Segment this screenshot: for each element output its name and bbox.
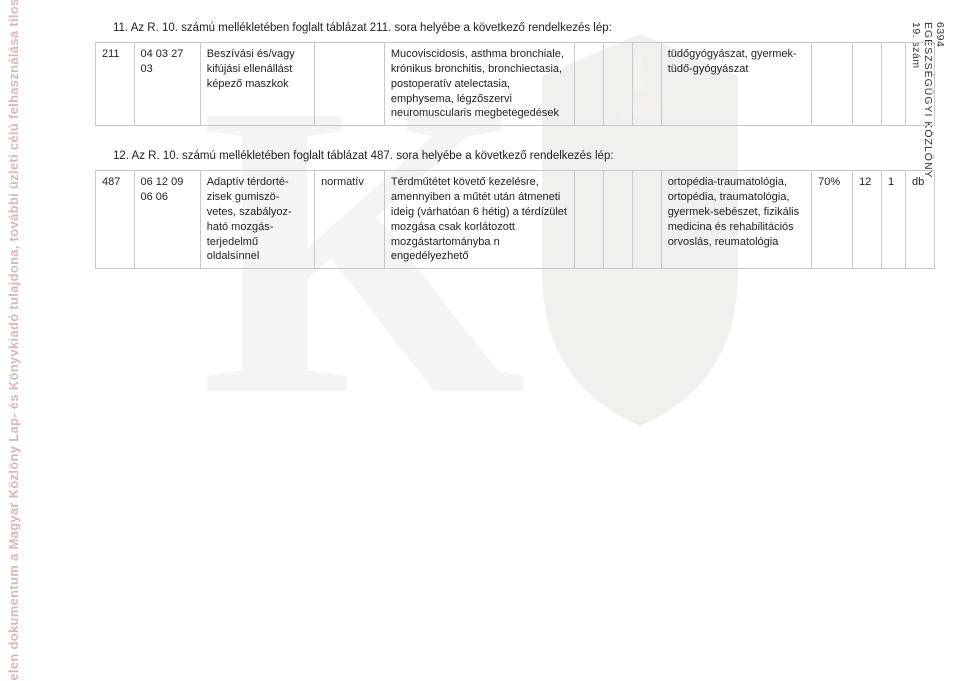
page-number: 6394	[934, 22, 946, 662]
cell-device-name: Beszívási és/vagy kifújási ellenállást k…	[200, 43, 314, 126]
cell-type	[315, 43, 385, 126]
cell-empty	[632, 43, 661, 126]
cell-specialty: ortopédia-traumatológia, ortopédia, trau…	[661, 171, 811, 269]
cell-empty	[575, 43, 604, 126]
table-row: 211 04 03 27 03 Beszívási és/vagy kifújá…	[96, 43, 935, 126]
cell-code-1: 211	[96, 43, 135, 126]
cell-unit	[906, 43, 935, 126]
cell-code-2: 06 12 09 06 06	[134, 171, 200, 269]
page-content: 11. Az R. 10. számú mellékletében foglal…	[95, 22, 935, 269]
cell-empty	[575, 171, 604, 269]
cell-code-2: 04 03 27 03	[134, 43, 200, 126]
cell-type: normatív	[315, 171, 385, 269]
cell-num: 1	[881, 171, 905, 269]
section-12-heading: 12. Az R. 10. számú mellékletében foglal…	[113, 150, 935, 162]
table-211: 211 04 03 27 03 Beszívási és/vagy kifújá…	[95, 42, 935, 126]
cell-num: 12	[853, 171, 882, 269]
cell-indication: Mucoviscidosis, asthma bronchiale, króni…	[384, 43, 574, 126]
table-487: 487 06 12 09 06 06 Adaptív térdorté-zise…	[95, 170, 935, 269]
table-row: 487 06 12 09 06 06 Adaptív térdorté-zise…	[96, 171, 935, 269]
cell-num	[881, 43, 905, 126]
cell-empty	[603, 43, 632, 126]
cell-empty	[632, 171, 661, 269]
cell-unit: db	[906, 171, 935, 269]
cell-indication: Térdműtétet követő kezelésre, amennyiben…	[384, 171, 574, 269]
cell-percent: 70%	[812, 171, 853, 269]
cell-percent	[812, 43, 853, 126]
cell-specialty: tüdőgyógyászat, gyermek-tüdő-gyógyászat	[661, 43, 811, 126]
cell-empty	[603, 171, 632, 269]
copyright-watermark: Jelen dokumentum a Magyar Közlöny Lap- é…	[6, 0, 21, 681]
cell-code-1: 487	[96, 171, 135, 269]
cell-num	[853, 43, 882, 126]
cell-device-name: Adaptív térdorté-zisek gumiszö-vetes, sz…	[200, 171, 314, 269]
section-11-heading: 11. Az R. 10. számú mellékletében foglal…	[113, 22, 935, 34]
